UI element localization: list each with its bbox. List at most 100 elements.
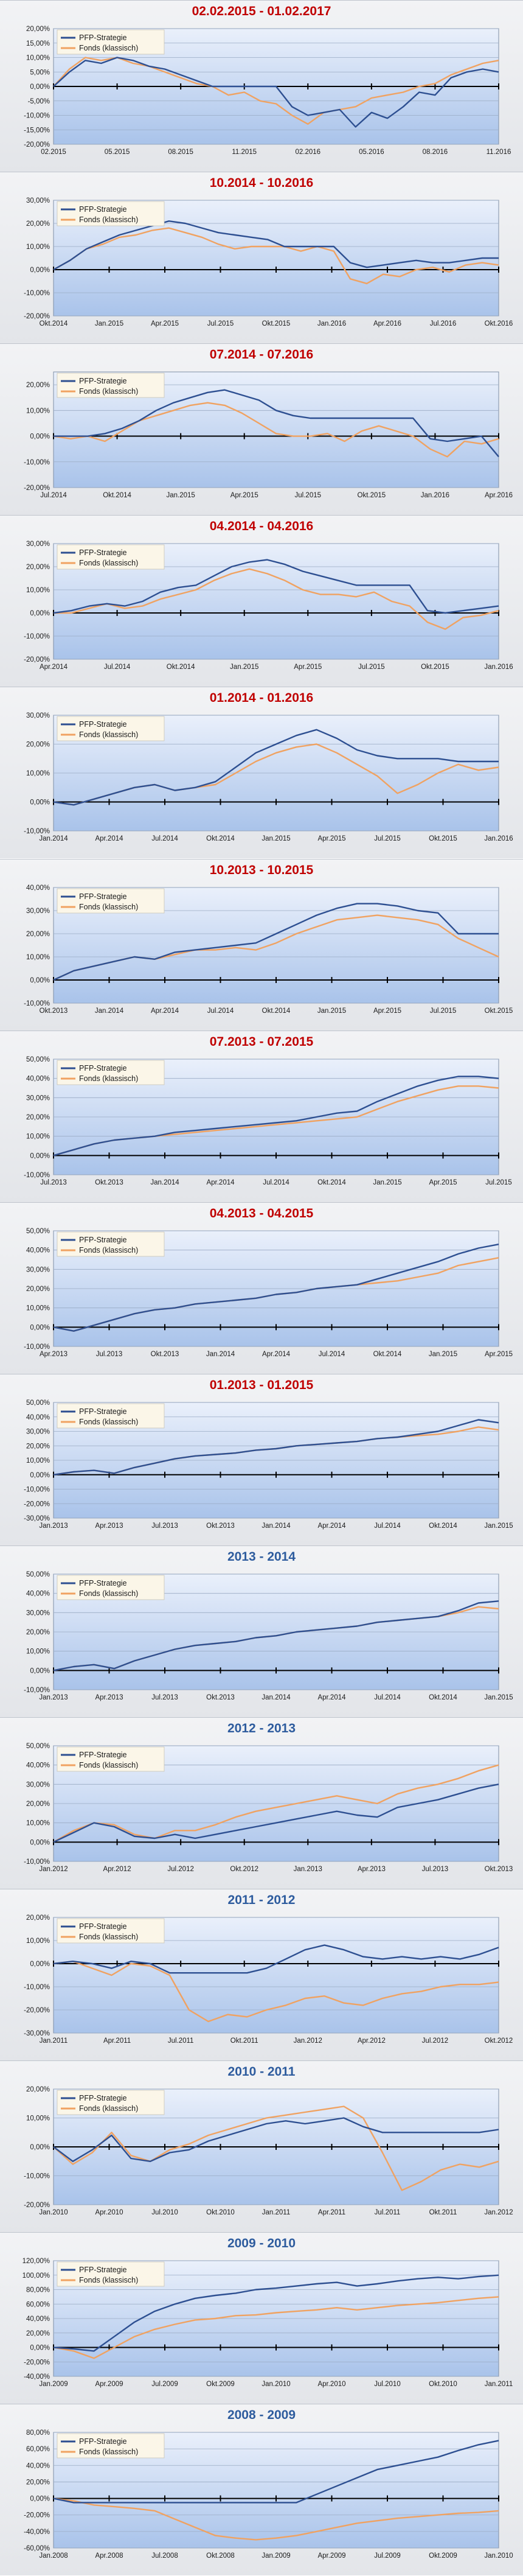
y-tick-label: 20,00% bbox=[26, 931, 50, 938]
series-line-strategy bbox=[53, 220, 499, 271]
x-tick-label: Jan.2016 bbox=[484, 835, 513, 842]
chart-title: 2011 - 2012 bbox=[227, 1893, 296, 1908]
chart-panel: 2012 - 2013 50,00% 40,00% 30,00% 20,00% 10,00… bbox=[0, 1717, 523, 1889]
line-chart: 50,00% 40,00% 30,00% 20,00% 10,00% 0,00% -10,0… bbox=[24, 1571, 513, 1701]
y-tick-label: 0,00% bbox=[30, 799, 50, 807]
y-tick-label: 0,00% bbox=[30, 1472, 50, 1479]
x-tick-label: Okt.2015 bbox=[485, 1007, 513, 1015]
x-tick-label: Jan.2012 bbox=[484, 2209, 513, 2216]
y-tick-label: 30,00% bbox=[26, 1609, 50, 1617]
x-tick-label: Apr.2013 bbox=[95, 1694, 123, 1701]
series-line-strategy bbox=[53, 902, 499, 981]
x-tick-label: Jul.2010 bbox=[151, 2209, 178, 2216]
line-chart: 120,00% 100,00% 80,00% 60,00% 40,00% 20,00% 0,… bbox=[23, 2258, 513, 2388]
x-tick-label: 11.2015 bbox=[232, 149, 257, 156]
series-line-strategy bbox=[53, 1783, 499, 1843]
y-tick-label: -30,00% bbox=[24, 2030, 50, 2037]
x-tick-label: Jan.2014 bbox=[206, 1351, 235, 1358]
legend-label-strategy: PFP-Strategie bbox=[79, 720, 127, 729]
x-tick-label: Okt.2012 bbox=[485, 2037, 513, 2045]
x-tick-label: Apr.2015 bbox=[485, 1351, 513, 1358]
legend-box bbox=[57, 373, 165, 398]
y-tick-label: 30,00% bbox=[26, 908, 50, 915]
line-chart: 30,00% 20,00% 10,00% 0,00% -10,00%Jan.2014 Ap… bbox=[24, 712, 513, 842]
x-tick-label: Jul.2014 bbox=[374, 1694, 401, 1701]
series-line-strategy bbox=[53, 2117, 499, 2163]
legend-label-fonds: Fonds (klassisch) bbox=[79, 2276, 138, 2284]
chart-panel: 2008 - 2009 80,00% 60,00% 40,00% 20,00% 0,00%… bbox=[0, 2404, 523, 2576]
y-tick-label: 10,00% bbox=[26, 954, 50, 961]
x-tick-label: Apr.2015 bbox=[429, 1179, 457, 1186]
legend-box bbox=[57, 1231, 165, 1257]
y-tick-label: 50,00% bbox=[26, 1228, 50, 1235]
y-tick-label: -10,00% bbox=[24, 828, 50, 835]
x-tick-label: Apr.2014 bbox=[40, 663, 68, 671]
line-chart: 20,00% 10,00% 0,00% -10,00% -20,00%Jul.2014 O… bbox=[24, 371, 513, 499]
y-tick-label: -40,00% bbox=[24, 2373, 50, 2381]
x-tick-label: Jan.2015 bbox=[230, 663, 258, 671]
series-line-strategy bbox=[53, 1944, 499, 1974]
x-tick-label: Okt.2013 bbox=[206, 1522, 235, 1530]
x-tick-label: Apr.2011 bbox=[318, 2209, 345, 2216]
x-tick-label: Jan.2015 bbox=[373, 1179, 401, 1186]
x-tick-label: Okt.2011 bbox=[429, 2209, 457, 2216]
y-tick-label: 40,00% bbox=[26, 1414, 50, 1421]
y-tick-label: -20,00% bbox=[24, 141, 50, 149]
x-tick-label: Jul.2014 bbox=[263, 1179, 289, 1186]
x-tick-label: Jul.2014 bbox=[40, 492, 67, 499]
x-tick-label: Apr.2011 bbox=[103, 2037, 131, 2045]
x-tick-label: Jul.2011 bbox=[375, 2209, 401, 2216]
legend-label-strategy: PFP-Strategie bbox=[79, 1751, 127, 1759]
y-tick-label: 20,00% bbox=[26, 2086, 50, 2093]
x-tick-label: Apr.2013 bbox=[40, 1351, 68, 1358]
x-tick-label: Jan.2015 bbox=[166, 492, 195, 499]
series-line-fonds bbox=[53, 2497, 499, 2541]
x-tick-label: Jul.2012 bbox=[167, 1866, 193, 1873]
x-tick-label: Jul.2014 bbox=[207, 1007, 234, 1015]
y-tick-label: 60,00% bbox=[26, 2446, 50, 2454]
chart-title: 10.2013 - 10.2015 bbox=[209, 863, 314, 877]
x-tick-label: Apr.2015 bbox=[317, 835, 345, 842]
y-tick-label: 15,00% bbox=[26, 40, 50, 47]
legend-label-strategy: PFP-Strategie bbox=[79, 1579, 127, 1587]
y-tick-label: 0,00% bbox=[30, 267, 50, 274]
x-tick-label: Okt.2016 bbox=[485, 320, 513, 327]
chart-title: 2009 - 2010 bbox=[227, 2236, 296, 2251]
x-tick-label: Jan.2009 bbox=[262, 2552, 290, 2560]
y-tick-label: 50,00% bbox=[26, 1399, 50, 1407]
y-tick-label: 40,00% bbox=[26, 2463, 50, 2470]
line-chart: 50,00% 40,00% 30,00% 20,00% 10,00% 0,00% -10,0… bbox=[24, 1228, 513, 1358]
series-line-fonds bbox=[53, 227, 499, 285]
x-tick-label: Okt.2015 bbox=[262, 320, 291, 327]
line-chart: 50,00% 40,00% 30,00% 20,00% 10,00% 0,00% -10,0… bbox=[24, 1056, 512, 1186]
legend-label-strategy: PFP-Strategie bbox=[79, 377, 127, 385]
y-tick-label: -20,00% bbox=[24, 2512, 50, 2519]
x-tick-label: Jul.2013 bbox=[96, 1351, 122, 1358]
y-tick-label: 30,00% bbox=[26, 1781, 50, 1788]
line-chart: 50,00% 40,00% 30,00% 20,00% 10,00% 0,00% -10,0… bbox=[24, 1399, 513, 1530]
x-tick-label: Okt.2015 bbox=[358, 492, 386, 499]
y-tick-label: -20,00% bbox=[24, 485, 50, 492]
x-tick-label: Apr.2013 bbox=[358, 1866, 386, 1873]
legend-label-strategy: PFP-Strategie bbox=[79, 2437, 127, 2446]
y-tick-label: 10,00% bbox=[26, 243, 50, 251]
x-tick-label: Jul.2014 bbox=[319, 1351, 345, 1358]
y-tick-label: 10,00% bbox=[26, 587, 50, 594]
series-line-strategy bbox=[54, 389, 499, 458]
chart-panel: 01.2014 - 01.2016 30,00% 20,00% 10,00% 0,00%… bbox=[0, 687, 523, 859]
x-tick-label: Jul.2010 bbox=[374, 2381, 400, 2388]
chart-title: 2012 - 2013 bbox=[227, 1721, 296, 1735]
y-tick-label: 120,00% bbox=[23, 2258, 50, 2265]
x-tick-label: Jan.2011 bbox=[262, 2209, 290, 2216]
chart-title: 01.2013 - 01.2015 bbox=[209, 1377, 314, 1392]
legend-label-fonds: Fonds (klassisch) bbox=[79, 1761, 138, 1769]
y-tick-label: -5,00% bbox=[28, 98, 50, 105]
series-line-strategy bbox=[53, 729, 499, 806]
